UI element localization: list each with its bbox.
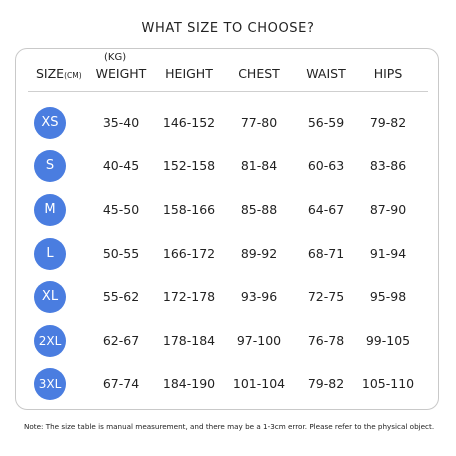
size-badge: XS xyxy=(34,107,66,139)
hips-cell: 79-82 xyxy=(369,115,407,130)
weight-cell: 35-40 xyxy=(102,115,140,130)
waist-header: WAIST xyxy=(306,66,346,81)
size-badge: L xyxy=(34,238,66,270)
waist-cell: 60-63 xyxy=(307,158,345,173)
height-cell: 166-172 xyxy=(162,246,216,261)
waist-cell: 56-59 xyxy=(307,115,345,130)
chest-cell: 97-100 xyxy=(236,333,282,348)
height-header: HEIGHT xyxy=(165,66,213,81)
size-badge: 3XL xyxy=(34,368,66,400)
height-cell: 172-178 xyxy=(162,289,216,304)
chest-cell: 85-88 xyxy=(240,202,278,217)
table-row: L 50-55 166-172 89-92 68-71 91-94 xyxy=(0,238,456,274)
height-cell: 152-158 xyxy=(162,158,216,173)
table-row: XL 55-62 172-178 93-96 72-75 95-98 xyxy=(0,281,456,317)
table-row: S 40-45 152-158 81-84 60-63 83-86 xyxy=(0,150,456,186)
waist-cell: 76-78 xyxy=(307,333,345,348)
hips-header: HIPS xyxy=(373,66,403,81)
size-badge: XL xyxy=(34,281,66,313)
height-cell: 184-190 xyxy=(162,376,216,391)
hips-cell: 83-86 xyxy=(369,158,407,173)
weight-unit-label: (KG) xyxy=(104,52,127,63)
size-table-card xyxy=(15,48,439,410)
table-row: M 45-50 158-166 85-88 64-67 87-90 xyxy=(0,194,456,230)
weight-cell: 62-67 xyxy=(102,333,140,348)
waist-cell: 64-67 xyxy=(307,202,345,217)
table-row: 3XL 67-74 184-190 101-104 79-82 105-110 xyxy=(0,368,456,404)
table-row: XS 35-40 146-152 77-80 56-59 79-82 xyxy=(0,107,456,143)
weight-cell: 67-74 xyxy=(102,376,140,391)
table-row: 2XL 62-67 178-184 97-100 76-78 99-105 xyxy=(0,325,456,361)
size-header-label: SIZE xyxy=(36,66,65,81)
chest-cell: 77-80 xyxy=(240,115,278,130)
size-badge: 2XL xyxy=(34,325,66,357)
height-cell: 158-166 xyxy=(162,202,216,217)
chest-cell: 81-84 xyxy=(240,158,278,173)
height-cell: 178-184 xyxy=(162,333,216,348)
chest-cell: 101-104 xyxy=(232,376,286,391)
weight-cell: 55-62 xyxy=(102,289,140,304)
chest-cell: 89-92 xyxy=(240,246,278,261)
waist-cell: 68-71 xyxy=(307,246,345,261)
size-header: SIZE(CM) xyxy=(36,64,82,84)
page-title: WHAT SIZE TO CHOOSE? xyxy=(141,21,315,36)
weight-cell: 50-55 xyxy=(102,246,140,261)
size-badge: M xyxy=(34,194,66,226)
hips-cell: 91-94 xyxy=(369,246,407,261)
chest-header: CHEST xyxy=(238,66,280,81)
size-badge: S xyxy=(34,150,66,182)
hips-cell: 105-110 xyxy=(361,376,415,391)
hips-cell: 99-105 xyxy=(365,333,411,348)
waist-cell: 72-75 xyxy=(307,289,345,304)
waist-cell: 79-82 xyxy=(307,376,345,391)
hips-cell: 95-98 xyxy=(369,289,407,304)
measurement-note: Note: The size table is manual measureme… xyxy=(24,422,435,431)
hips-cell: 87-90 xyxy=(369,202,407,217)
header-divider xyxy=(28,91,428,92)
weight-header: WEIGHT xyxy=(95,66,147,81)
weight-cell: 40-45 xyxy=(102,158,140,173)
height-cell: 146-152 xyxy=(162,115,216,130)
size-unit-label: (CM) xyxy=(64,71,82,80)
chest-cell: 93-96 xyxy=(240,289,278,304)
weight-cell: 45-50 xyxy=(102,202,140,217)
